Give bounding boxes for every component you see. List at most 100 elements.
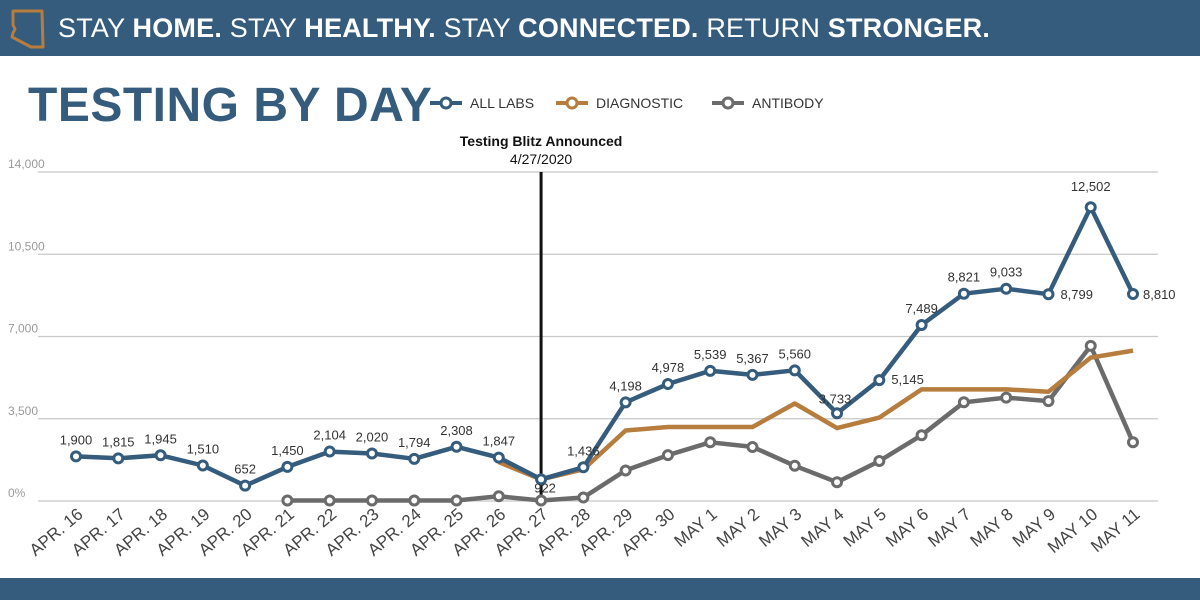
data-label: 2,104 (313, 428, 346, 443)
data-point-antibody (323, 494, 336, 507)
x-tick-label: MAY 6 (882, 505, 932, 551)
chart-title: TESTING BY DAY (28, 79, 433, 132)
data-point-antibody (365, 494, 378, 507)
data-point-antibody (1042, 395, 1055, 408)
data-label: 922 (534, 480, 556, 495)
data-point-antibody (535, 494, 548, 507)
data-point-antibody (661, 449, 674, 462)
data-label: 2,308 (440, 423, 473, 438)
slogan-segment: RETURN (698, 13, 828, 43)
data-label: 4,198 (609, 378, 642, 393)
x-tick-label: MAY 11 (1087, 505, 1143, 557)
data-point-antibody (831, 476, 844, 489)
slogan-segment: HEALTHY. (304, 13, 436, 43)
slogan-segment: HOME. (132, 13, 223, 43)
slogan: STAY HOME. STAY HEALTHY. STAY CONNECTED.… (58, 13, 990, 44)
legend-marker-diagnostic (565, 96, 579, 110)
data-point-all_labs (788, 364, 801, 377)
legend-label-antibody: ANTIBODY (752, 95, 824, 111)
data-point-all_labs (492, 451, 505, 464)
data-label: 1,510 (187, 442, 220, 457)
data-point-all_labs (239, 479, 252, 492)
data-point-all_labs (661, 378, 674, 391)
slogan-segment: STAY (435, 13, 519, 43)
series-line-all_labs (75, 204, 1136, 488)
data-point-all_labs (535, 473, 548, 486)
data-point-all_labs (873, 374, 886, 387)
data-label: 1,900 (60, 432, 93, 447)
top-banner: STAY HOME. STAY HEALTHY. STAY CONNECTED.… (0, 0, 1200, 56)
legend-marker-antibody (721, 96, 735, 110)
data-point-all_labs (915, 319, 928, 332)
x-tick-label: MAY 2 (713, 505, 763, 551)
data-label: 8,799 (1060, 287, 1093, 302)
x-tick-label: MAY 7 (924, 505, 974, 551)
data-label: 1,436 (567, 443, 600, 458)
y-tick-label: 14,000 (8, 157, 45, 171)
data-label: 2,020 (356, 430, 389, 445)
bottom-banner (0, 578, 1200, 600)
data-label: 9,033 (990, 265, 1023, 280)
annotation-date: 4/27/2020 (510, 151, 572, 167)
data-label: 1,794 (398, 435, 431, 450)
data-point-all_labs (112, 452, 125, 465)
data-point-all_labs (957, 287, 970, 300)
data-point-all_labs (281, 460, 294, 473)
data-label: 5,367 (736, 351, 769, 366)
arizona-state-icon (10, 9, 45, 49)
data-point-all_labs (704, 364, 717, 377)
data-point-all_labs (365, 447, 378, 460)
data-label: 3,733 (819, 391, 852, 406)
legend-label-all_labs: ALL LABS (470, 95, 534, 111)
y-tick-label: 3,500 (8, 404, 38, 418)
data-point-all_labs (831, 407, 844, 420)
data-point-antibody (788, 459, 801, 472)
y-tick-label: 7,000 (8, 322, 38, 336)
y-tick-label: 10,500 (8, 239, 45, 253)
data-label: 5,539 (694, 347, 727, 362)
x-tick-label: MAY 5 (840, 505, 890, 551)
data-label: 1,847 (483, 434, 516, 449)
data-point-antibody (873, 455, 886, 468)
data-label: 652 (234, 462, 256, 477)
data-point-all_labs (154, 449, 167, 462)
legend-marker-all_labs (439, 96, 453, 110)
legend-label-diagnostic: DIAGNOSTIC (596, 95, 683, 111)
data-point-all_labs (619, 396, 632, 409)
data-point-all_labs (746, 368, 759, 381)
data-point-antibody (1000, 391, 1013, 404)
data-label: 1,945 (144, 431, 177, 446)
data-point-all_labs (70, 450, 82, 463)
data-point-antibody (492, 490, 505, 503)
data-point-antibody (281, 494, 294, 507)
slogan-segment: STAY (58, 13, 133, 43)
x-tick-label: MAY 8 (967, 505, 1017, 551)
data-point-all_labs (196, 459, 209, 472)
slogan-segment: CONNECTED. (518, 13, 699, 43)
data-point-all_labs (1084, 201, 1097, 214)
data-point-antibody (746, 440, 759, 453)
data-label: 1,450 (271, 443, 304, 458)
x-tick-label: MAY 3 (755, 505, 805, 551)
data-label: 5,145 (891, 372, 924, 387)
data-point-all_labs (323, 445, 336, 458)
data-label: 7,489 (905, 301, 938, 316)
slogan-segment: STRONGER. (827, 13, 991, 43)
data-label: 12,502 (1071, 179, 1111, 194)
data-label: 8,821 (948, 270, 981, 285)
x-tick-label: MAY 1 (671, 505, 721, 551)
series-line-diagnostic (497, 348, 1134, 482)
data-point-antibody (957, 396, 970, 409)
x-tick-label: MAY 4 (798, 505, 848, 551)
data-point-antibody (704, 436, 717, 449)
data-point-antibody (619, 464, 632, 477)
data-point-all_labs (408, 452, 421, 465)
data-point-all_labs (1127, 287, 1139, 300)
data-point-antibody (450, 494, 463, 507)
data-point-antibody (408, 494, 421, 507)
annotation-title: Testing Blitz Announced (460, 133, 623, 149)
data-label: 1,815 (102, 434, 135, 449)
data-point-antibody (1084, 339, 1097, 352)
slogan-segment: STAY (222, 13, 305, 43)
